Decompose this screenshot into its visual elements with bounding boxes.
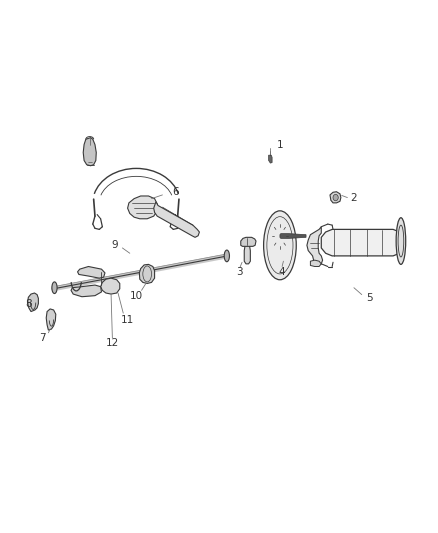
Polygon shape (101, 278, 120, 294)
Text: 9: 9 (111, 240, 118, 251)
Polygon shape (28, 293, 39, 312)
Polygon shape (241, 237, 256, 246)
Polygon shape (268, 155, 272, 163)
Ellipse shape (264, 211, 296, 280)
Text: 2: 2 (350, 192, 357, 203)
Text: 11: 11 (121, 314, 134, 325)
Text: 1: 1 (277, 140, 283, 150)
Polygon shape (71, 285, 102, 297)
Polygon shape (83, 138, 96, 166)
Polygon shape (280, 233, 306, 238)
Polygon shape (154, 202, 199, 237)
Text: 5: 5 (366, 293, 372, 303)
Polygon shape (127, 196, 157, 219)
Polygon shape (244, 245, 251, 264)
Polygon shape (46, 309, 56, 330)
Text: 4: 4 (279, 267, 286, 277)
Polygon shape (307, 227, 322, 265)
Text: 6: 6 (172, 187, 179, 197)
Text: 7: 7 (39, 333, 46, 343)
Ellipse shape (224, 250, 230, 262)
Ellipse shape (396, 217, 406, 264)
Polygon shape (311, 260, 321, 266)
Text: 3: 3 (237, 267, 243, 277)
Polygon shape (78, 266, 105, 278)
Polygon shape (321, 229, 402, 256)
Polygon shape (139, 264, 155, 284)
Text: 10: 10 (130, 290, 143, 301)
Polygon shape (330, 192, 341, 203)
Circle shape (333, 195, 338, 201)
Ellipse shape (52, 282, 57, 294)
Text: 8: 8 (25, 298, 32, 309)
Text: 12: 12 (106, 338, 119, 349)
